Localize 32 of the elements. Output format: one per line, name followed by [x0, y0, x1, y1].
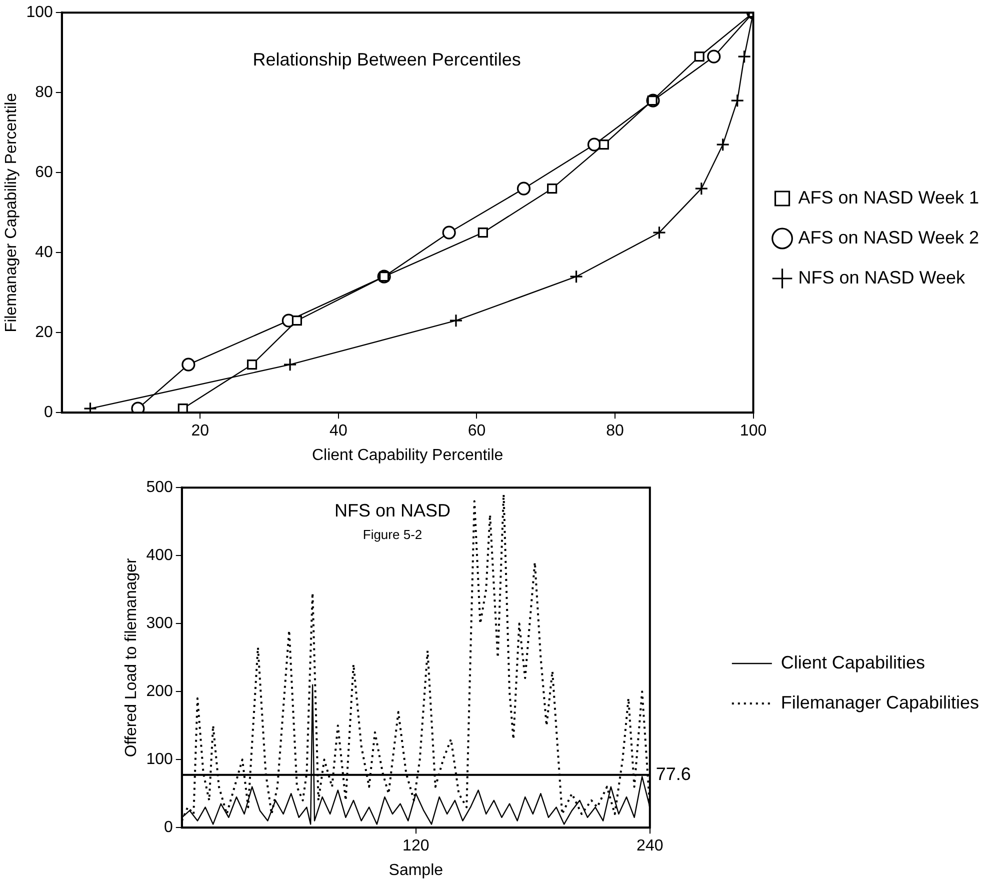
text: Relationship Between Percentiles	[252, 50, 521, 70]
legend-label: AFS on NASD Week 1	[798, 187, 980, 208]
legend-label: NFS on NASD Week	[798, 267, 966, 288]
ref-line-label: 77.6	[656, 764, 691, 784]
y-tick-label: 300	[146, 615, 173, 632]
y-tick-label: 100	[26, 4, 53, 22]
y-tick-label: 80	[35, 84, 53, 102]
y-tick-label: 500	[146, 479, 173, 496]
x-tick-label: 120	[402, 838, 430, 855]
x-tick-label: 100	[740, 422, 767, 440]
legend-label: AFS on NASD Week 2	[798, 227, 980, 248]
x-tick-label: 80	[606, 422, 624, 440]
x-axis-title: Client Capability Percentile	[312, 446, 504, 464]
x-tick-label: 40	[330, 422, 348, 440]
x-tick-label: 240	[636, 838, 664, 855]
x-tick-label: 60	[468, 422, 486, 440]
y-tick-label: 40	[35, 244, 53, 262]
y-tick-label: 100	[146, 751, 173, 768]
y-tick-label: 0	[44, 404, 53, 422]
y-axis-title: Offered Load to filemanager	[123, 557, 140, 758]
legend-label: Filemanager Capabilities	[780, 692, 980, 712]
y-tick-label: 200	[146, 683, 173, 700]
y-tick-label: 60	[35, 164, 53, 182]
y-tick-label: 20	[35, 324, 53, 342]
x-tick-label: 20	[191, 422, 210, 440]
text: NFS on NASD	[334, 500, 451, 521]
legend-label: Client Capabilities	[780, 652, 925, 672]
text: Figure 5-2	[362, 527, 422, 542]
y-tick-label: 0	[164, 819, 173, 836]
y-tick-label: 400	[146, 547, 173, 564]
x-axis-title: Sample	[388, 862, 444, 879]
y-axis-title: Filemanager Capability Percentile	[3, 92, 20, 332]
